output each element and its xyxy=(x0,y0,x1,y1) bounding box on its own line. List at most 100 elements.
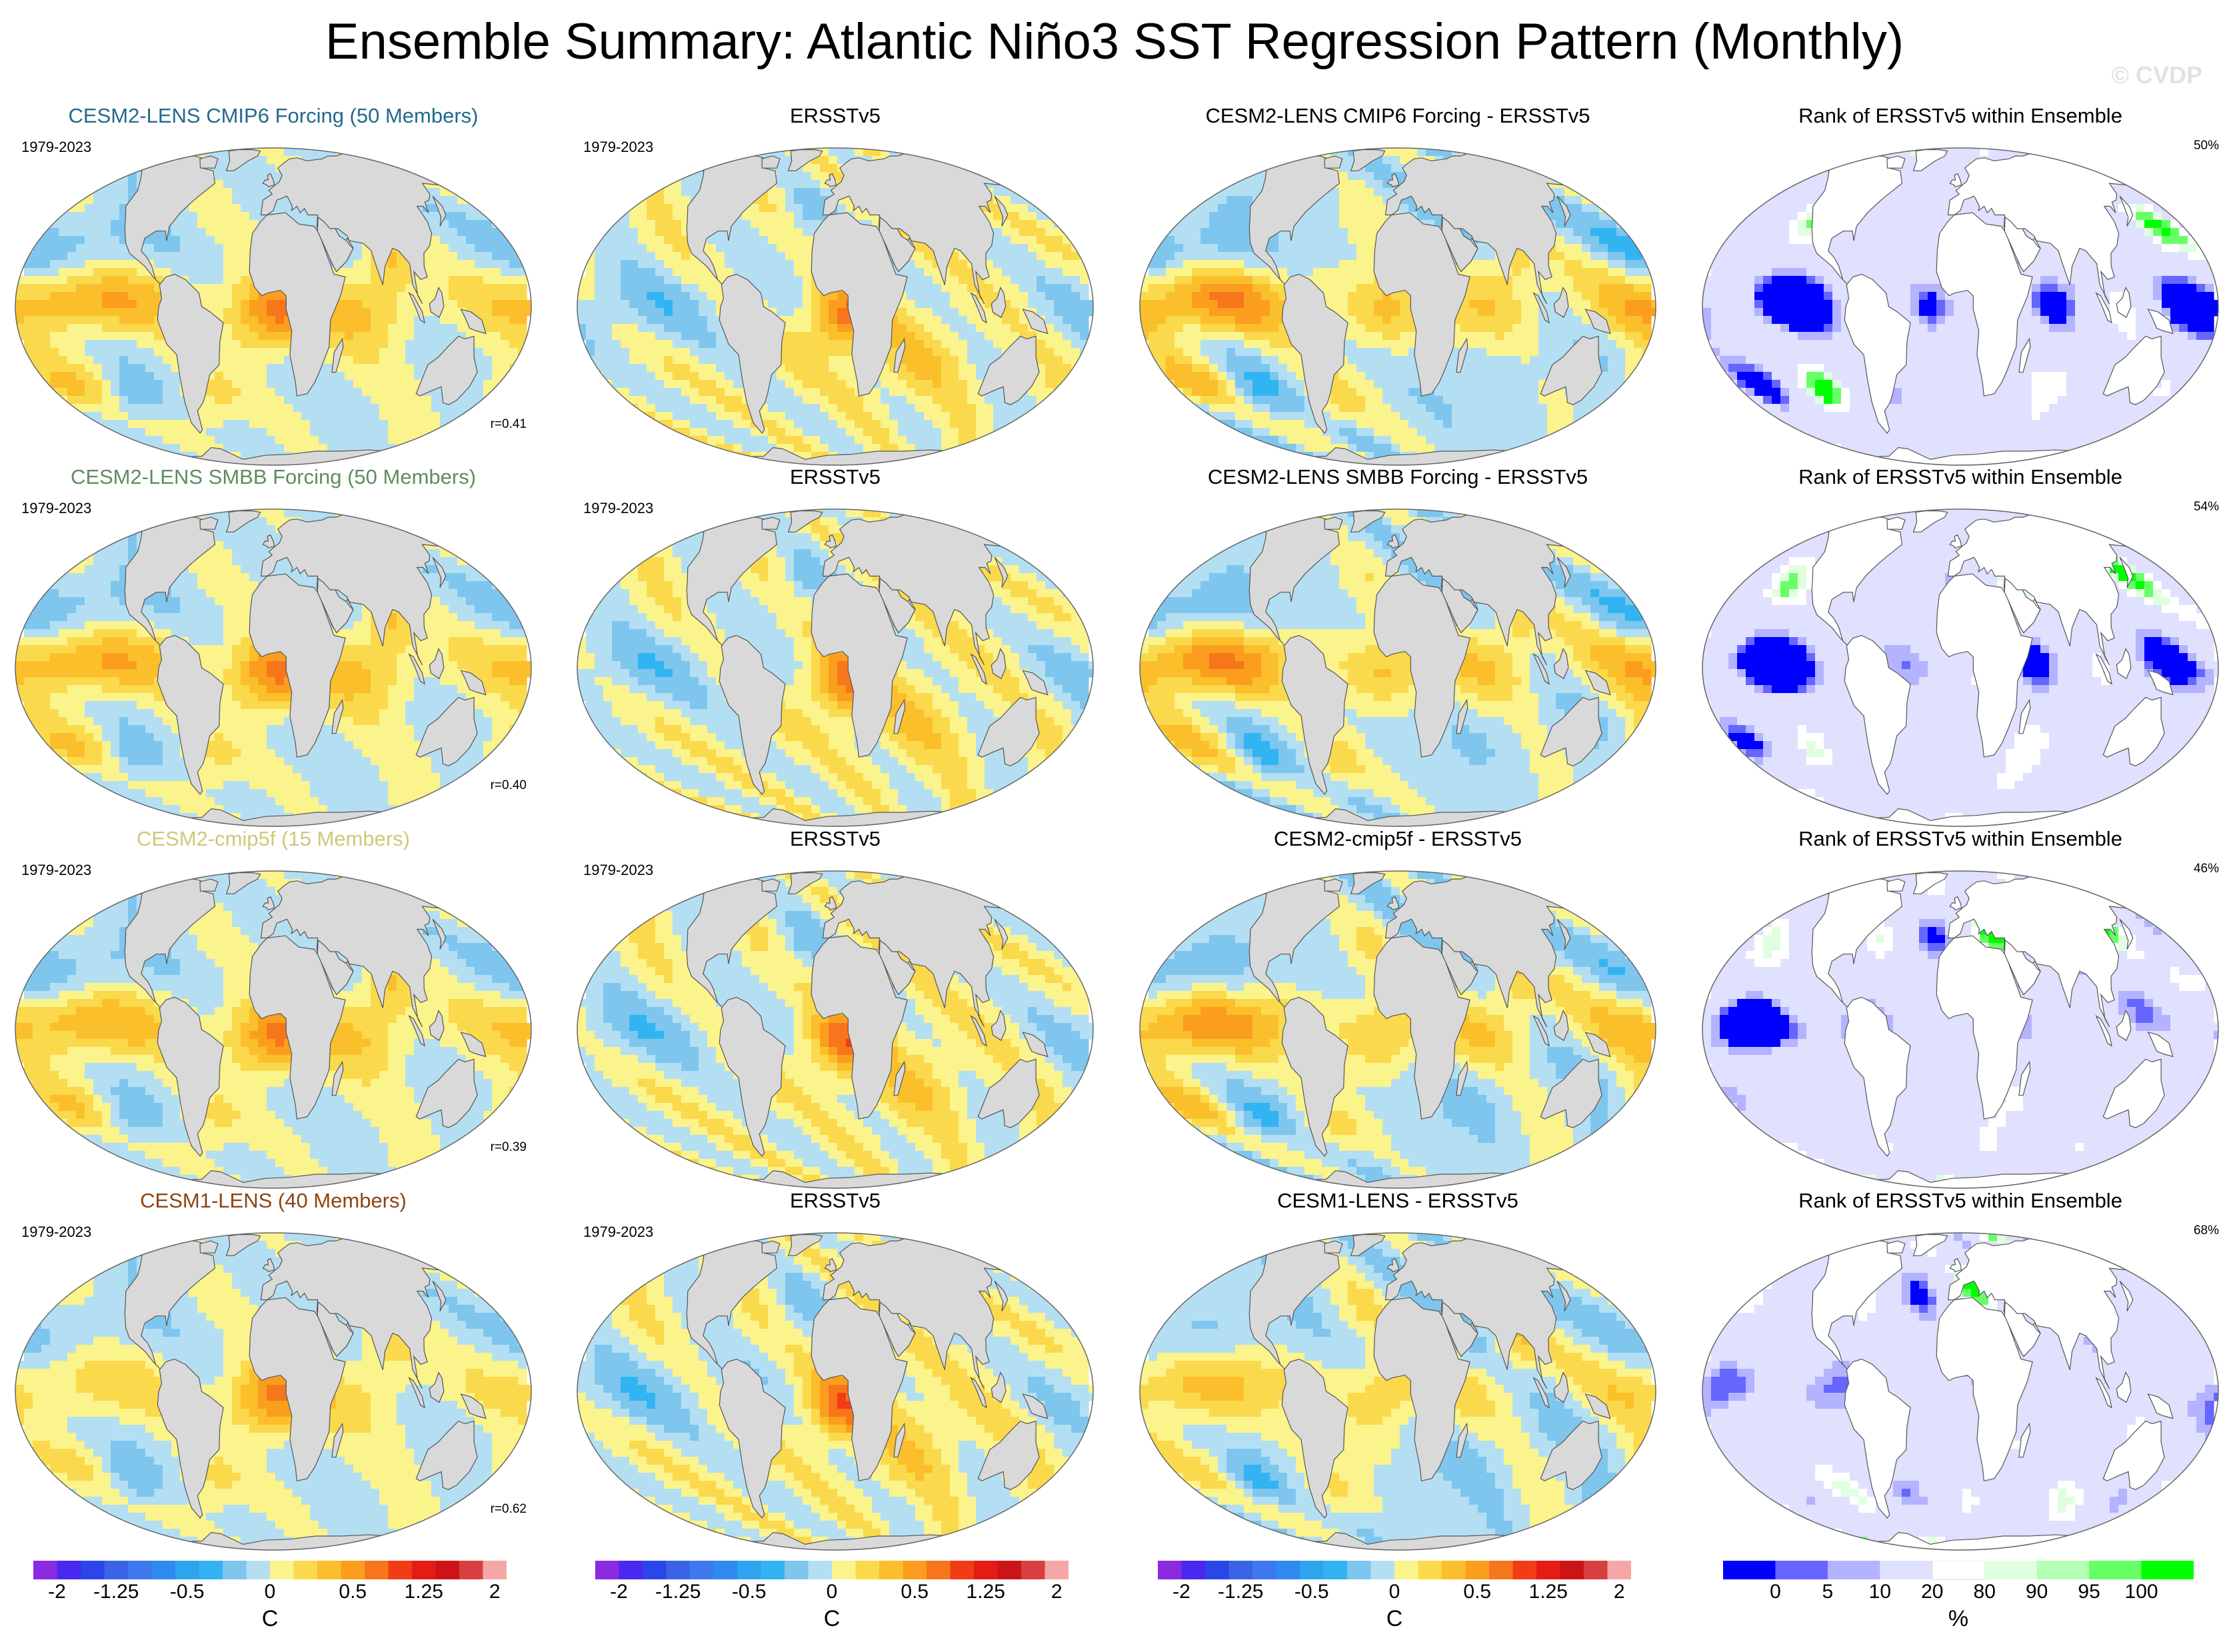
field-cell xyxy=(345,300,354,309)
field-cell xyxy=(111,324,120,333)
field-cell xyxy=(846,364,855,373)
field-cell xyxy=(1304,228,1314,237)
field-cell xyxy=(41,292,51,301)
field-cell xyxy=(1270,284,1279,293)
field-cell xyxy=(93,396,103,405)
field-cell xyxy=(1054,260,1063,269)
field-cell xyxy=(241,404,250,413)
field-cell xyxy=(1011,228,1020,237)
field-cell xyxy=(397,388,406,397)
field-cell xyxy=(405,388,415,397)
field-cell xyxy=(950,260,959,269)
field-cell xyxy=(1054,228,1063,237)
field-cell xyxy=(1080,276,1089,285)
field-cell xyxy=(293,148,302,157)
field-cell xyxy=(699,332,708,341)
field-cell xyxy=(967,396,977,405)
field-cell xyxy=(76,364,85,373)
field-cell xyxy=(785,172,795,181)
field-cell xyxy=(336,420,345,428)
field-cell xyxy=(976,164,985,173)
field-cell xyxy=(1218,292,1227,301)
field-cell xyxy=(501,356,510,365)
field-cell xyxy=(85,244,94,253)
field-cell xyxy=(803,324,812,333)
field-cell xyxy=(768,292,777,301)
field-cell xyxy=(1521,156,1530,165)
field-cell xyxy=(111,396,120,405)
field-cell xyxy=(206,268,215,277)
field-cell xyxy=(629,228,639,237)
field-cell xyxy=(777,188,786,197)
field-cell xyxy=(777,388,786,397)
field-cell xyxy=(223,324,233,333)
field-cell xyxy=(889,396,899,405)
field-cell xyxy=(137,364,146,373)
field-cell xyxy=(249,212,259,221)
field-cell xyxy=(716,364,725,373)
field-cell xyxy=(1071,292,1081,301)
field-cell xyxy=(985,404,994,413)
field-cell xyxy=(655,204,665,213)
field-cell xyxy=(811,404,821,413)
field-cell xyxy=(76,268,85,277)
field-cell xyxy=(777,292,786,301)
field-cell xyxy=(811,300,821,309)
field-cell xyxy=(1564,172,1574,181)
field-cell xyxy=(440,196,449,205)
field-cell xyxy=(612,276,621,285)
field-cell xyxy=(941,412,951,420)
field-cell xyxy=(1226,252,1236,261)
field-cell xyxy=(449,332,458,341)
field-cell xyxy=(803,204,812,213)
field-cell xyxy=(1037,340,1046,349)
field-cell xyxy=(1037,212,1046,221)
field-cell xyxy=(102,412,111,420)
land-madagascar xyxy=(331,337,344,373)
field-cell xyxy=(707,340,717,349)
field-cell xyxy=(933,284,942,293)
field-cell xyxy=(119,188,129,197)
field-cell xyxy=(397,324,406,333)
field-cell xyxy=(915,292,925,301)
field-cell xyxy=(759,284,769,293)
field-cell xyxy=(612,220,621,229)
field-cell xyxy=(638,396,647,405)
field-cell xyxy=(985,292,994,301)
field-cell xyxy=(449,228,458,237)
field-cell xyxy=(440,436,449,444)
field-cell xyxy=(405,332,415,341)
field-cell xyxy=(1028,252,1037,261)
field-cell xyxy=(707,324,717,333)
field-cell xyxy=(379,452,389,460)
field-cell xyxy=(388,156,397,165)
field-cell xyxy=(664,220,673,229)
field-cell xyxy=(154,236,163,245)
field-cell xyxy=(915,428,925,436)
field-cell xyxy=(275,412,285,420)
field-cell xyxy=(457,396,467,405)
field-cell xyxy=(423,252,432,261)
field-cell xyxy=(907,420,916,428)
field-cell xyxy=(189,220,198,229)
field-cell xyxy=(1348,284,1357,293)
field-cell xyxy=(24,348,33,357)
field-cell xyxy=(976,396,985,405)
field-cell xyxy=(1573,228,1582,237)
field-cell xyxy=(137,356,146,365)
field-cell xyxy=(829,404,838,413)
field-cell xyxy=(1590,212,1600,221)
field-cell xyxy=(1071,276,1081,285)
field-cell xyxy=(388,324,397,333)
field-cell xyxy=(612,268,621,277)
field-cell xyxy=(405,444,415,452)
field-cell xyxy=(223,316,233,325)
field-cell xyxy=(33,284,42,293)
field-cell xyxy=(959,308,968,317)
field-cell xyxy=(915,404,925,413)
field-cell xyxy=(1261,284,1270,293)
field-cell xyxy=(950,300,959,309)
field-cell xyxy=(319,404,328,413)
field-cell xyxy=(414,396,423,405)
field-cell xyxy=(85,324,94,333)
